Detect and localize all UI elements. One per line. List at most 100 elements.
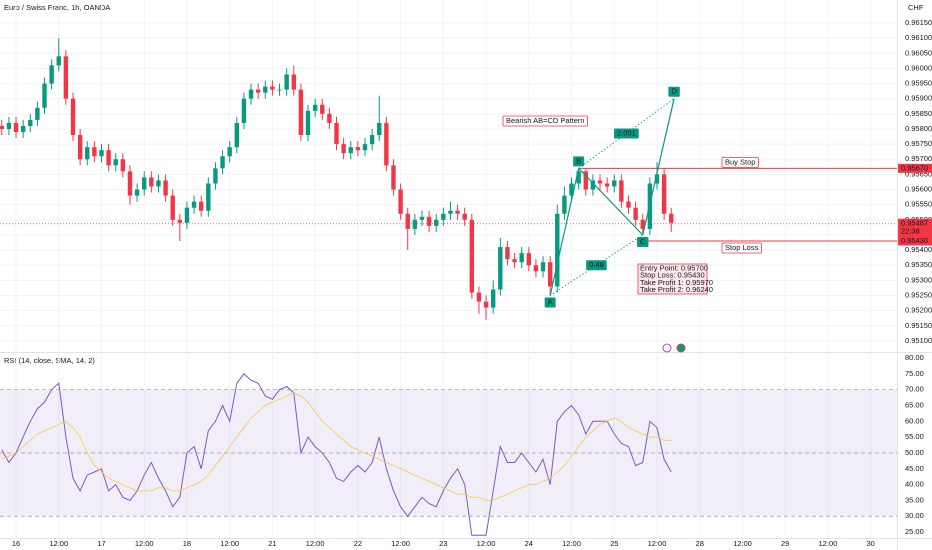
candle-body: [63, 56, 69, 99]
pattern-leg: [642, 98, 675, 236]
level-name: Buy Stop: [725, 157, 755, 166]
candle-body: [35, 107, 40, 120]
pattern-point: D: [671, 87, 677, 96]
candle-body: [241, 98, 247, 123]
candle-body: [547, 262, 553, 287]
y-tick-label: 30.00: [905, 511, 924, 520]
candle-body: [13, 122, 19, 133]
pattern-ratio: 2.001: [617, 129, 636, 138]
candle-body: [362, 144, 368, 151]
candle-body: [298, 89, 304, 136]
x-tick-label: 12:00: [819, 539, 838, 548]
candle-body: [583, 171, 588, 190]
y-tick-label: 60.00: [905, 416, 924, 425]
candle-body: [142, 177, 147, 190]
candle-body: [483, 301, 489, 308]
level-name-box: [721, 156, 759, 168]
candle-body: [42, 83, 47, 108]
last-price-label: 0.95487: [901, 219, 928, 228]
y-tick-label: 0.95950: [905, 79, 932, 88]
y-tick-label: 0.95100: [905, 336, 932, 345]
currency: CHF: [908, 3, 924, 12]
candle-body: [626, 201, 631, 208]
candle-body: [191, 201, 197, 208]
y-tick-label: 75.00: [905, 369, 924, 378]
candle-body: [263, 86, 268, 93]
candle-body: [170, 195, 175, 220]
candle-body: [113, 159, 118, 166]
candle-body: [669, 213, 674, 223]
pattern-point-box: [544, 297, 556, 308]
candle-body: [277, 89, 282, 91]
candle-body: [341, 144, 346, 154]
x-tick-label: 12:00: [391, 539, 410, 548]
candle-body: [70, 98, 76, 136]
candle-body: [426, 216, 432, 226]
icon[interactable]: [676, 343, 686, 353]
notes-box: [637, 263, 708, 295]
candle-body: [590, 180, 596, 190]
y-tick-label: 0.96150: [905, 18, 932, 27]
pattern-point: A: [548, 297, 553, 306]
y-tick-label: 0.95250: [905, 290, 932, 299]
candle-body: [120, 159, 126, 172]
candle-body: [305, 110, 311, 136]
candle-body: [85, 147, 90, 160]
y-tick-label: 0.95700: [905, 154, 932, 163]
candle-body: [448, 210, 453, 214]
candle-body: [227, 147, 232, 157]
candle-body: [198, 201, 204, 211]
y-tick-label: 55.00: [905, 432, 924, 441]
y-tick-label: 0.95150: [905, 321, 932, 330]
note: Stop Loss: 0.95430: [640, 271, 705, 280]
candle-body: [28, 119, 33, 126]
candle-body: [434, 219, 439, 226]
x-tick-label: 12:00: [648, 539, 667, 548]
candle-body: [512, 259, 517, 263]
pattern-ratio-box: [613, 128, 639, 139]
candle-body: [612, 180, 617, 187]
icon[interactable]: [662, 343, 672, 353]
candle-body: [405, 213, 410, 229]
pattern-point-box: [637, 236, 649, 247]
candle-body: [134, 189, 140, 196]
pattern-projection: [578, 98, 675, 169]
candle-body: [291, 74, 296, 90]
candle-body: [334, 122, 339, 145]
candle-body: [49, 65, 54, 84]
candle-body: [562, 195, 567, 214]
note: Take Profit 1: 0.95970: [640, 278, 713, 287]
x-tick-label: 29: [781, 539, 789, 548]
y-tick-label: 0.95850: [905, 109, 932, 118]
pattern-leg: [578, 167, 644, 236]
level-name-box: [721, 242, 762, 254]
candle-body: [555, 213, 560, 287]
y-tick-label: 0.95400: [905, 245, 932, 254]
candle-body: [20, 125, 26, 133]
pattern-point-box: [668, 86, 680, 97]
x-tick-label: 21: [268, 539, 276, 548]
y-tick-label: 0.95650: [905, 169, 932, 178]
y-tick-label: 0.95800: [905, 124, 932, 133]
y-tick-label: 0.95600: [905, 185, 932, 194]
x-tick-label: 17: [97, 539, 105, 548]
candle-body: [213, 168, 218, 184]
x-tick-label: 16: [12, 539, 20, 548]
x-tick-label: 12:00: [220, 539, 239, 548]
candle-body: [312, 104, 318, 111]
level-tag-label: 0.95430: [901, 236, 928, 245]
y-tick-label: 40.00: [905, 480, 924, 489]
candle-body: [576, 171, 581, 184]
candle-body: [327, 113, 332, 123]
y-tick-label: 0.95900: [905, 94, 932, 103]
candle-body: [391, 165, 396, 190]
pattern-leg: [549, 168, 580, 296]
y-tick-label: 0.95750: [905, 139, 932, 148]
candle-body: [619, 180, 624, 202]
candle-body: [369, 135, 375, 145]
x-tick-label: 30: [866, 539, 874, 548]
y-tick-label: 65.00: [905, 400, 924, 409]
candle-body: [604, 183, 610, 187]
y-tick-label: 80.00: [905, 353, 924, 362]
y-tick-label: 0.95200: [905, 306, 932, 315]
